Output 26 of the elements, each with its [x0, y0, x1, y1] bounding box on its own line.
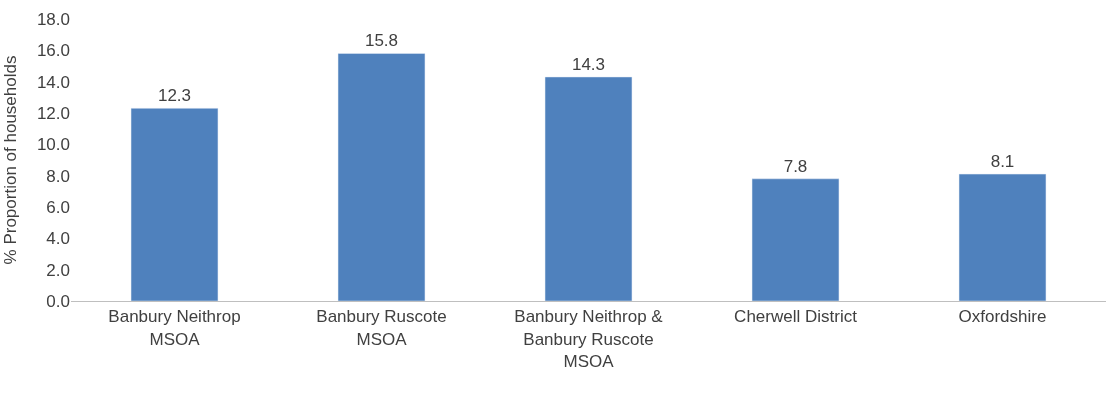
bar	[544, 76, 633, 301]
x-tick-label: Banbury Ruscote MSOA	[316, 307, 447, 349]
y-tick-label: 18.0	[36, 9, 70, 29]
x-tick-label: Oxfordshire	[958, 307, 1047, 327]
bar	[751, 178, 840, 301]
data-label: 7.8	[783, 156, 808, 176]
y-tick-label: 10.0	[36, 135, 70, 155]
x-tick-label: Banbury Neithrop & Banbury Ruscote MSOA	[514, 307, 664, 371]
data-label: 14.3	[571, 54, 606, 74]
data-label: 12.3	[157, 86, 192, 106]
bar	[958, 173, 1047, 301]
y-tick-label: 4.0	[46, 229, 70, 249]
y-tick-label: 0.0	[46, 291, 70, 311]
data-label: 8.1	[990, 152, 1015, 172]
y-axis-title: % Proportion of households	[1, 55, 21, 265]
bar	[337, 53, 426, 301]
y-tick-label: 2.0	[46, 260, 70, 280]
x-tick-label: Banbury Neithrop MSOA	[108, 307, 241, 349]
bar	[130, 108, 219, 301]
y-tick-label: 6.0	[46, 197, 70, 217]
data-label: 15.8	[364, 31, 399, 51]
y-tick-label: 12.0	[36, 103, 70, 123]
x-tick-label: Cherwell District	[734, 307, 858, 327]
y-tick-label: 14.0	[36, 72, 70, 92]
y-tick-label: 8.0	[46, 166, 70, 186]
y-tick-label: 16.0	[36, 41, 70, 61]
